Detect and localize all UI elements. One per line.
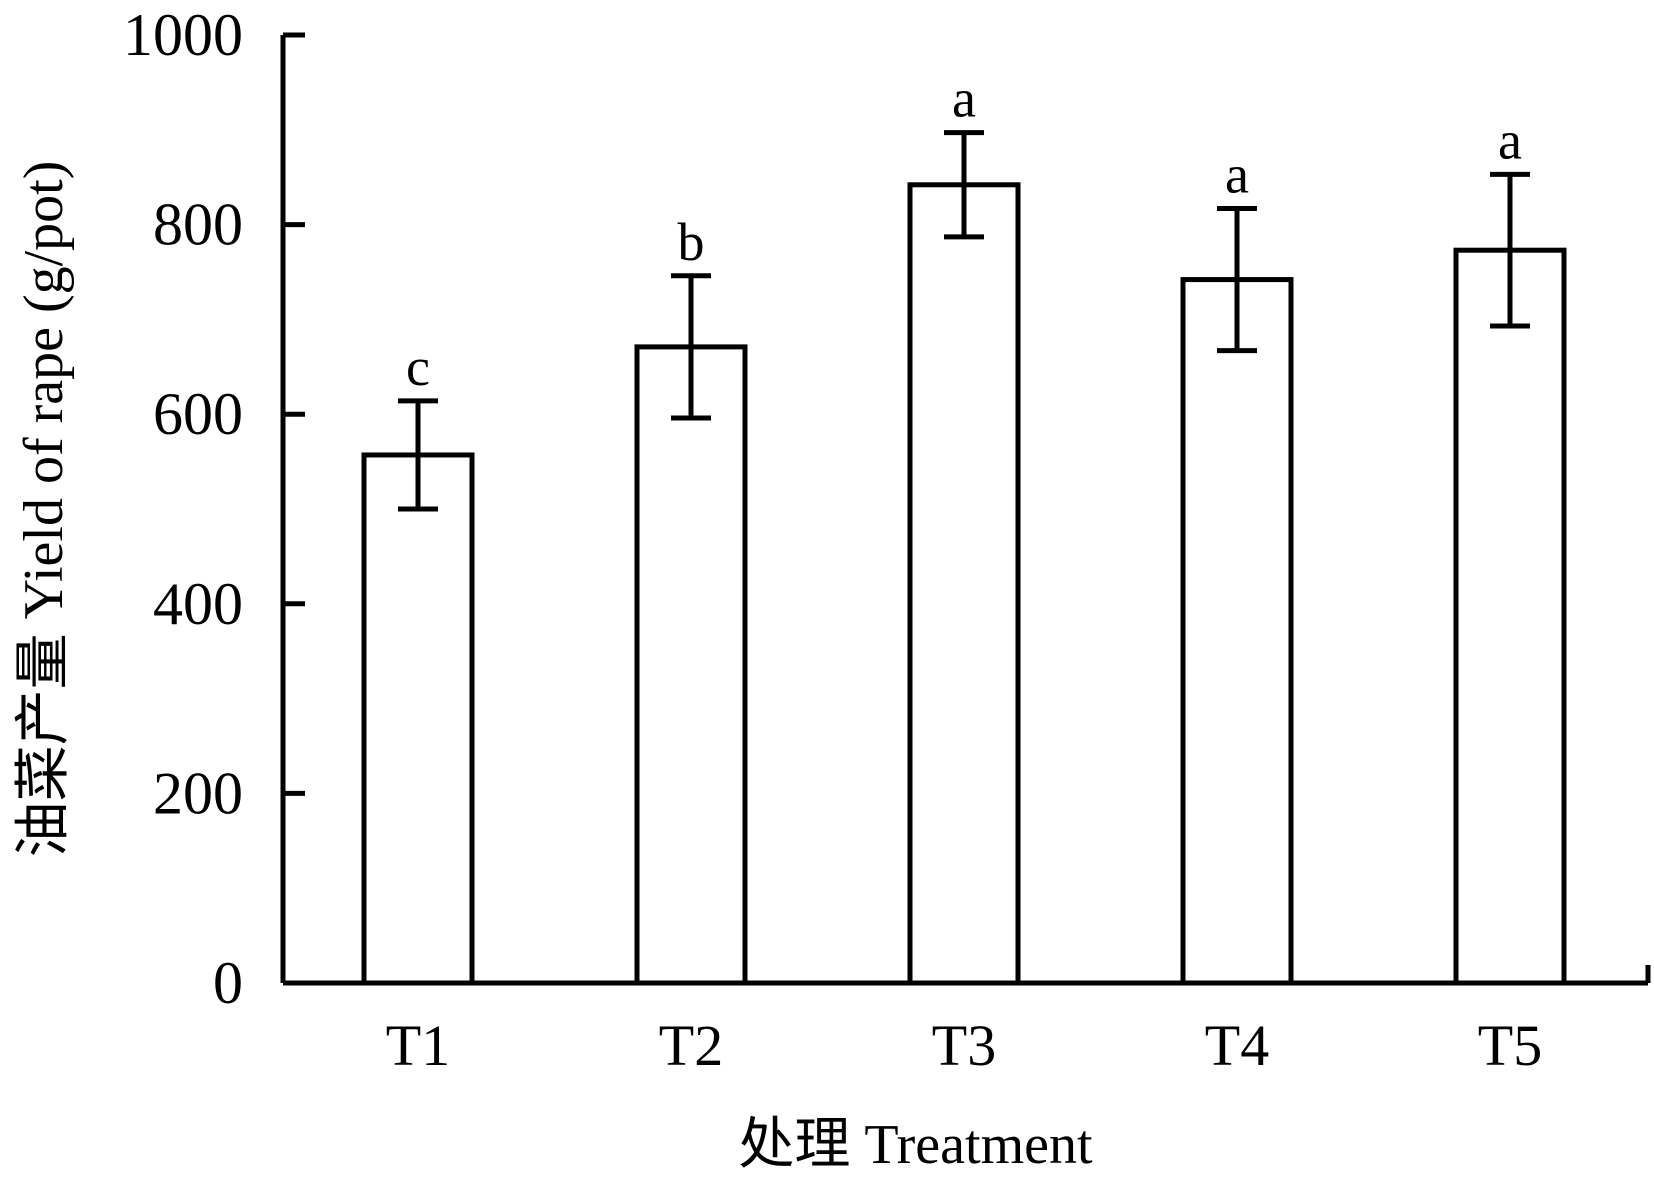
- y-tick-label: 1000: [123, 2, 243, 68]
- y-tick-label: 200: [153, 760, 243, 826]
- x-axis-labels: T1 T2 T3 T4 T5: [386, 1013, 1542, 1078]
- x-tick-label-t4: T4: [1205, 1013, 1269, 1078]
- significance-letter-t4: a: [1225, 144, 1249, 204]
- bar-t3: [907, 182, 1021, 986]
- significance-letter-t5: a: [1498, 110, 1522, 170]
- x-tick-label-t2: T2: [659, 1013, 723, 1078]
- significance-letter-t2: b: [678, 212, 705, 272]
- y-axis-title: 油菜产量 Yield of rape (g/pot): [13, 161, 75, 858]
- bar-t2: [634, 344, 748, 986]
- x-tick-label-t1: T1: [386, 1013, 450, 1078]
- significance-letter-t3: a: [952, 69, 976, 129]
- x-tick-label-t5: T5: [1478, 1013, 1542, 1078]
- significance-letter-t1: c: [406, 337, 430, 397]
- bar-t1: [361, 452, 475, 986]
- y-tick-label: 600: [153, 381, 243, 447]
- bar-t5: [1453, 247, 1567, 986]
- x-axis-title: 处理 Treatment: [738, 1114, 1093, 1176]
- y-axis-ticks: 0 200 400 600 800 1000: [123, 2, 305, 1016]
- x-tick-label-t3: T3: [932, 1013, 996, 1078]
- y-tick-label: 400: [153, 571, 243, 637]
- y-tick-label: 800: [153, 192, 243, 258]
- plot-area: c b a a a: [361, 69, 1567, 986]
- y-tick-label: 0: [213, 950, 243, 1016]
- bar-t4: [1180, 277, 1294, 986]
